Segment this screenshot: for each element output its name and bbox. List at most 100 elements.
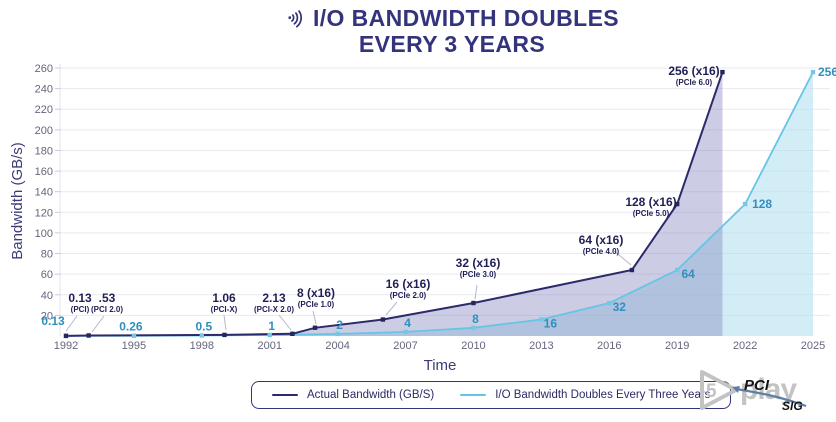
actual-value-label: 2.13 (262, 291, 286, 305)
y-tick-label: 120 (35, 207, 53, 219)
actual-point (312, 325, 318, 330)
y-tick-label: 240 (35, 84, 53, 96)
actual-line (65, 71, 724, 337)
swoosh-icon (735, 387, 807, 408)
doubling-value-label: 4 (404, 316, 411, 330)
watermark-number: 5 (706, 381, 717, 402)
x-tick-label: 2010 (461, 340, 485, 352)
annotation-leader (474, 284, 478, 300)
legend-swatch-doubling (460, 393, 487, 397)
actual-generation-label: (PCI-X 2.0) (254, 305, 294, 314)
doubling-point (131, 333, 137, 338)
actual-point (720, 69, 725, 75)
doubling-point (199, 333, 205, 338)
y-tick-label: 220 (35, 104, 53, 116)
x-tick-label: 2025 (801, 340, 825, 352)
doubling-value-label: 0.5 (195, 319, 212, 333)
doubling-area (66, 72, 813, 336)
actual-value-label: 1.06 (212, 291, 236, 305)
x-tick-label: 1995 (122, 340, 146, 352)
annotation-leader (278, 314, 292, 331)
y-axis-title: Bandwidth (GB/s) (9, 142, 26, 260)
y-tick-label: 140 (35, 187, 53, 199)
actual-area (66, 72, 723, 336)
doubling-point (267, 332, 272, 338)
pci-sig-logo: 5 play PCI SIG (692, 366, 834, 419)
actual-point (380, 317, 386, 322)
doubling-value-label: 16 (544, 317, 558, 331)
brand-pci: PCI (744, 377, 770, 394)
annotation-leader (612, 249, 632, 266)
x-tick-label: 2001 (257, 340, 281, 352)
actual-generation-label: (PCIe 4.0) (583, 247, 620, 256)
doubling-value-label: 64 (682, 267, 696, 281)
actual-value-label: 16 (x16) (386, 277, 431, 291)
y-tick-label: 60 (41, 269, 53, 281)
legend-label-doubling: I/O Bandwidth Doubles Every Three Years (495, 389, 711, 401)
y-tick-label: 100 (35, 228, 53, 240)
doubling-value-label: 256 (818, 65, 836, 79)
title-line1: I/O BANDWIDTH DOUBLES (312, 5, 620, 31)
actual-value-label: 32 (x16) (456, 256, 501, 270)
wifi-icon (284, 6, 308, 30)
y-tick-label: 80 (41, 249, 53, 261)
doubling-point (335, 331, 340, 337)
doubling-point (607, 300, 612, 306)
legend: Actual Bandwidth (GB/S) I/O Bandwidth Do… (251, 381, 732, 409)
actual-value-label: 0.13 (68, 291, 92, 305)
actual-generation-label: (PCIe 2.0) (390, 291, 427, 300)
doubling-value-label: 128 (752, 197, 772, 211)
actual-value-label: 256 (x16) (668, 64, 719, 78)
legend-swatch-actual (272, 393, 298, 397)
annotation-leader (65, 315, 78, 332)
actual-point (629, 267, 635, 273)
actual-value-label: 64 (x16) (579, 233, 624, 247)
chart-title: I/O BANDWIDTH DOUBLES EVERY 3 YEARS (34, 5, 836, 57)
actual-point (674, 201, 680, 207)
doubling-value-label: 0.26 (119, 320, 143, 334)
actual-point (222, 332, 227, 338)
doubling-point (742, 201, 748, 207)
x-tick-label: 2016 (597, 340, 621, 352)
actual-generation-label: (PCIe 5.0) (633, 209, 670, 218)
actual-point (86, 333, 91, 338)
x-tick-label: 1998 (190, 340, 214, 352)
play-triangle-icon (700, 370, 738, 410)
x-tick-label: 2007 (393, 340, 417, 352)
x-tick-label: 2004 (325, 340, 349, 352)
y-tick-label: 160 (35, 166, 53, 178)
actual-point (63, 333, 69, 339)
x-tick-label: 1992 (54, 340, 78, 352)
brand-sig: SIG (782, 399, 803, 413)
annotation-leader (223, 314, 227, 331)
x-tick-label: 2019 (665, 340, 689, 352)
actual-value-label: .53 (99, 291, 116, 305)
actual-value-label: 8 (x16) (297, 286, 335, 300)
doubling-value-label: 0.13 (41, 314, 65, 328)
title-line2: EVERY 3 YEARS (358, 31, 546, 57)
legend-item-doubling: I/O Bandwidth Doubles Every Three Years (460, 389, 710, 401)
annotation-leader (91, 315, 105, 333)
x-tick-label: 2022 (733, 340, 757, 352)
swoosh-arrowhead-icon (732, 386, 740, 393)
doubling-point (674, 267, 680, 273)
y-tick-label: 200 (35, 125, 53, 137)
actual-point (471, 300, 476, 306)
y-tick-label: 40 (41, 290, 53, 302)
y-tick-label: 260 (35, 63, 53, 75)
annotation-leader (312, 310, 317, 325)
legend-label-actual: Actual Bandwidth (GB/S) (307, 389, 435, 401)
y-tick-label: 20 (41, 310, 53, 322)
doubling-value-label: 32 (613, 300, 627, 314)
doubling-point (403, 329, 408, 335)
doubling-point (810, 69, 816, 75)
doubling-value-label: 8 (472, 312, 479, 326)
actual-generation-label: (PCI 2.0) (91, 305, 123, 314)
x-axis-title: Time (424, 357, 457, 374)
doubling-point (471, 325, 476, 330)
actual-generation-label: (PCIe 3.0) (460, 270, 497, 279)
actual-value-label: 128 (x16) (625, 195, 676, 209)
actual-generation-label: (PCIe 1.0) (298, 300, 335, 309)
